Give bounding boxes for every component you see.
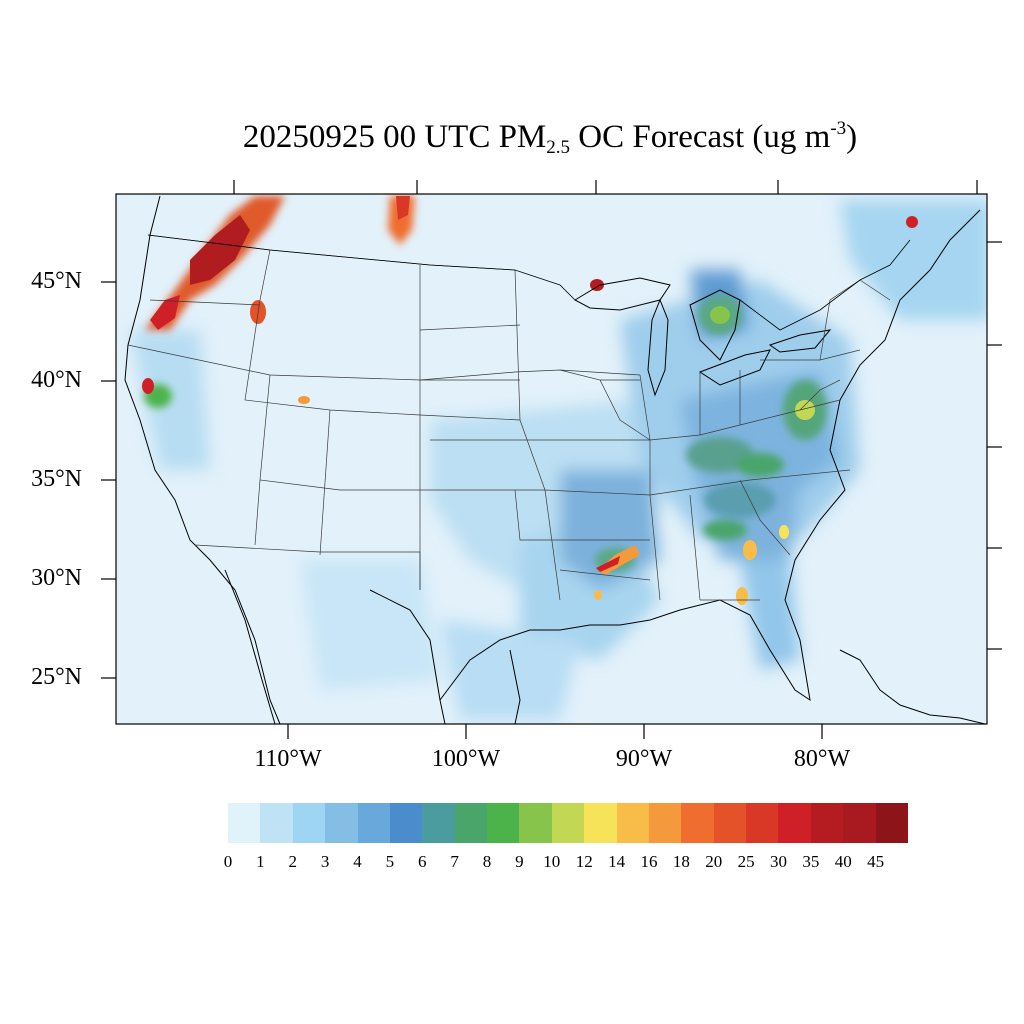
legend-tick-label: 25 — [737, 852, 755, 871]
lat-label-35n: 35°N — [31, 466, 82, 492]
legend-swatch — [746, 803, 779, 843]
legend-tick-label: 14 — [608, 852, 626, 871]
legend-tick-label: 40 — [834, 852, 852, 871]
legend-swatch — [325, 803, 358, 843]
legend-tick-label: 0 — [223, 852, 233, 871]
legend-tick-label: 35 — [802, 852, 820, 871]
legend-swatch — [810, 803, 844, 843]
legend-tick-label: 5 — [385, 852, 395, 871]
lat-label-40n: 40°N — [31, 367, 82, 393]
title-middle: OC Forecast (ug m — [570, 119, 831, 155]
state-borders — [127, 234, 891, 601]
lon-label-110w: 110°W — [254, 746, 322, 772]
concentration-high — [142, 196, 918, 605]
legend-swatch — [228, 803, 261, 843]
legend-swatch — [260, 803, 293, 843]
legend-tick-label: 2 — [288, 852, 298, 871]
legend-swatch — [843, 803, 876, 843]
legend-swatch — [487, 803, 520, 843]
legend-swatch — [778, 803, 811, 843]
legend-tick-label: 10 — [543, 852, 561, 871]
legend-tick-label: 45 — [867, 852, 885, 871]
legend-tick-label: 6 — [418, 852, 427, 871]
concentration-moderate — [144, 295, 827, 572]
legend-swatch — [357, 803, 390, 843]
legend-swatch — [681, 803, 714, 843]
title-subscript: 2.5 — [546, 137, 571, 158]
map-ticks — [101, 180, 1002, 739]
legend-swatch — [584, 803, 617, 843]
lat-label-25n: 25°N — [31, 664, 82, 690]
lat-label-30n: 30°N — [31, 565, 82, 591]
legend-swatch — [292, 803, 326, 843]
map-frame — [115, 193, 988, 725]
legend-tick-label: 30 — [769, 852, 787, 871]
legend-tick-label: 4 — [353, 852, 362, 871]
legend-swatch — [616, 803, 649, 843]
legend-tick-label: 18 — [672, 852, 690, 871]
legend-tick-label: 1 — [256, 852, 265, 871]
legend-swatch — [422, 803, 455, 843]
title-superscript: -3 — [830, 118, 847, 139]
legend-tick-label: 8 — [482, 852, 492, 871]
legend-tick-label: 7 — [450, 852, 459, 871]
lon-label-80w: 80°W — [793, 746, 851, 772]
legend-labels: 0 1 2 3 4 5 6 7 8 9 10 12 14 16 18 20 25 30 35 40 45 — [224, 852, 908, 876]
legend-swatch — [551, 803, 585, 843]
legend-swatch — [389, 803, 423, 843]
map-plot-area — [116, 194, 987, 724]
color-legend — [228, 803, 908, 843]
legend-swatch — [713, 803, 746, 843]
legend-tick-label: 12 — [575, 852, 593, 871]
title-suffix: ) — [846, 119, 858, 155]
legend-swatch — [648, 803, 682, 843]
legend-swatch — [454, 803, 487, 843]
lon-label-100w: 100°W — [431, 746, 501, 772]
legend-tick-label: 9 — [515, 852, 524, 871]
legend-tick-label: 20 — [705, 852, 723, 871]
legend-tick-label: 16 — [640, 852, 658, 871]
title-prefix: 20250925 00 UTC PM — [242, 119, 547, 155]
legend-swatch — [519, 803, 552, 843]
legend-swatch — [875, 803, 908, 843]
coastlines — [124, 195, 986, 724]
map-title: 20250925 00 UTC PM2.5 OC Forecast (ug m-… — [0, 118, 1024, 159]
lon-label-90w: 90°W — [615, 746, 673, 772]
canada-border — [147, 234, 911, 331]
lat-label-45n: 45°N — [31, 268, 82, 294]
legend-tick-label: 3 — [320, 852, 330, 871]
